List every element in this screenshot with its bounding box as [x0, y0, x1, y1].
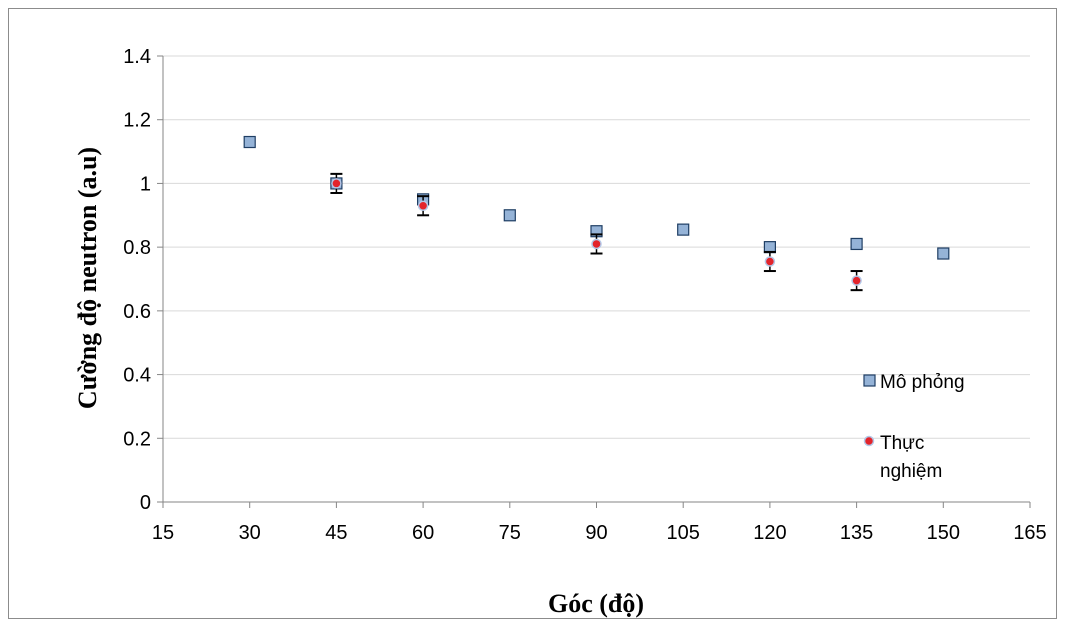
- data-point-mo-phong: [243, 135, 256, 149]
- data-point-thuc-nghiem: [331, 178, 342, 189]
- y-tick-label: 0.2: [123, 428, 151, 450]
- x-tick-label: 90: [585, 522, 607, 544]
- data-point-thuc-nghiem: [417, 200, 429, 211]
- x-tick-label: 60: [412, 522, 434, 544]
- x-tick-label: 120: [753, 522, 786, 544]
- x-tick-label: 165: [1013, 522, 1046, 544]
- legend-label-mo-phong: Mô phỏng: [880, 372, 965, 393]
- x-tick-label: 135: [840, 522, 873, 544]
- axes: 0 0.2 0.4 0.6 0.8 1 1.2 1.4 15 30 45 60 75 90 105 120 13…: [123, 46, 1047, 544]
- y-tick-label: 0.6: [123, 301, 151, 323]
- y-tick-label: 0.8: [123, 237, 151, 259]
- x-tick-label: 15: [152, 522, 174, 544]
- x-tick-label: 150: [927, 522, 960, 544]
- x-tick-label: 75: [499, 522, 521, 544]
- data-points: [243, 135, 950, 292]
- data-point-mo-phong: [937, 247, 950, 260]
- legend-label-thuc-nghiem: Thực nghiệm: [880, 433, 942, 482]
- x-tick-label: 105: [667, 522, 700, 544]
- y-tick-label: 1: [140, 173, 151, 195]
- y-tick-label: 0: [140, 492, 151, 514]
- y-tick-label: 0.4: [123, 365, 151, 387]
- y-tick-label: 1.4: [123, 46, 151, 68]
- y-tick-label: 1.2: [123, 110, 151, 132]
- y-axis-title: Cường độ neutron (a.u): [73, 147, 102, 409]
- data-point-thuc-nghiem: [764, 256, 776, 267]
- x-axis-title: Góc (độ): [548, 589, 644, 618]
- x-tick-label: 45: [325, 522, 347, 544]
- grid-lines: [163, 55, 1030, 439]
- data-point-thuc-nghiem: [591, 238, 602, 250]
- legend: Mô phỏng Thực nghiệm: [863, 372, 965, 482]
- legend-marker-square: [863, 374, 876, 387]
- x-tick-label: 30: [239, 522, 261, 544]
- legend-marker-circle: [863, 435, 875, 447]
- data-point-mo-phong: [850, 237, 863, 251]
- data-point-mo-phong: [677, 223, 690, 236]
- data-point-thuc-nghiem: [851, 275, 862, 286]
- data-point-mo-phong: [503, 209, 516, 222]
- chart-frame: [8, 8, 1057, 619]
